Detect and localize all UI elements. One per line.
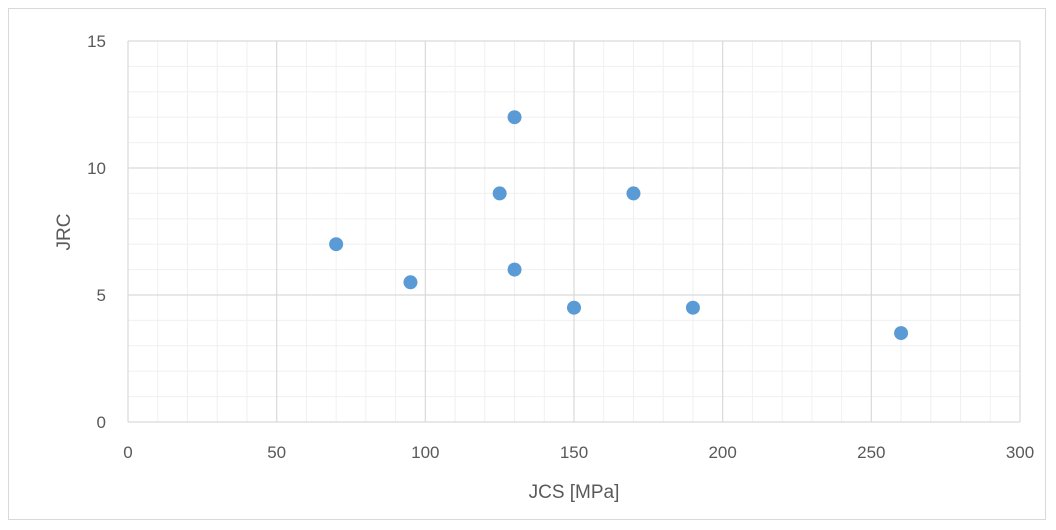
data-points [329,110,909,341]
x-tick-label: 0 [123,443,132,462]
x-tick-label: 150 [560,443,588,462]
data-point [403,275,418,290]
x-tick-label: 50 [267,443,286,462]
y-axis-tick-labels: 0 5 10 15 [87,32,106,432]
x-tick-label: 100 [411,443,439,462]
data-point [626,186,641,201]
x-axis-tick-labels: 0 50 100 150 200 250 300 [123,443,1034,462]
data-point [492,186,507,201]
chart-area [8,8,1046,520]
x-tick-label: 250 [857,443,885,462]
y-tick-label: 15 [87,32,106,51]
y-tick-label: 5 [97,286,106,305]
x-tick-label: 300 [1006,443,1034,462]
x-tick-label: 200 [708,443,736,462]
major-gridlines [127,40,1021,423]
y-tick-label: 0 [97,413,106,432]
data-point [685,300,700,315]
x-axis-title: JCS [MPa] [529,482,620,503]
y-tick-label: 10 [87,159,106,178]
data-point [567,300,581,315]
y-axis-title: JRC [54,214,75,251]
data-point [329,237,344,252]
data-point [507,110,522,125]
data-point [507,262,522,277]
data-point [894,326,909,341]
